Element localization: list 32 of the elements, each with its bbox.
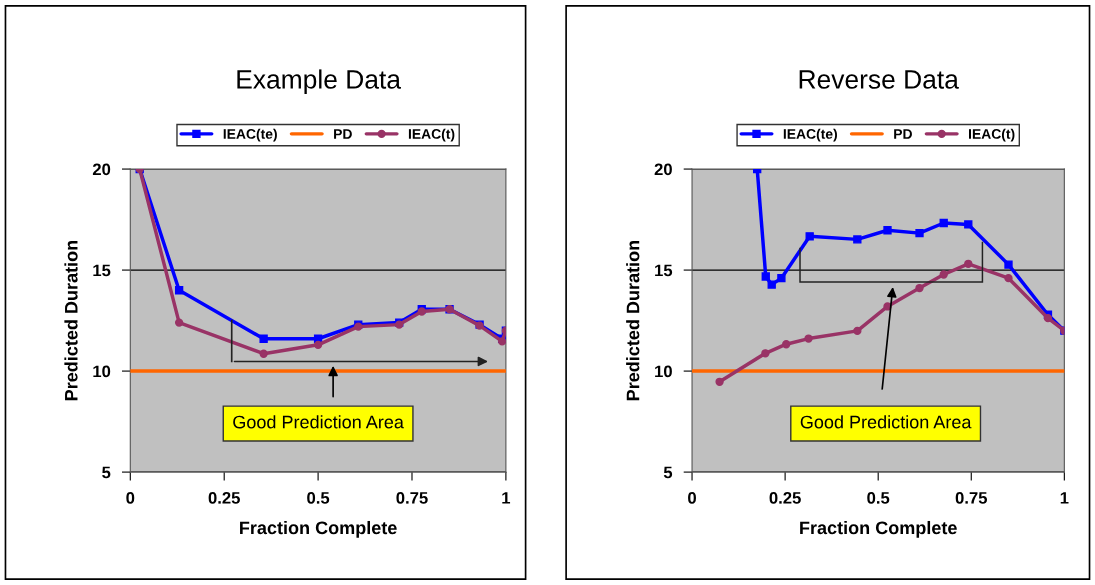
legend-label: PD [334,129,352,139]
y-tick-label: 10 [93,365,111,378]
annotation: Good Prediction Area [800,415,972,429]
chart-title: Reverse Data [799,70,959,89]
x-tick-label: 0.75 [396,491,428,504]
x-tick-label: 0.25 [208,491,240,504]
x-tick-label: 0 [688,491,696,504]
x-tick-label: 0 [126,491,135,504]
x-axis-title: Fraction Complete [800,520,957,538]
y-axis-title: Predicted Duration [626,240,640,401]
legend-label: PD [894,129,912,139]
y-tick-label: 20 [654,163,672,176]
x-tick-label: 1 [1060,492,1069,504]
x-tick-label: 0.5 [867,491,890,504]
y-tick-label: 15 [655,264,673,277]
legend-label: IEAC(te) [223,128,277,142]
legend-label: IEAC(t) [969,128,1015,142]
x-tick-label: 1 [502,492,511,504]
x-axis-title: Fraction Complete [240,520,397,538]
annotation: Good Prediction Area [233,415,404,429]
y-tick-label: 15 [93,264,111,277]
y-tick-label: 5 [102,466,111,479]
y-tick-label: 20 [92,163,111,176]
legend-label: IEAC(te) [783,128,837,142]
x-tick-label: 0.5 [307,491,330,504]
legend-label: IEAC(t) [408,128,455,142]
y-tick-label: 5 [663,466,673,479]
y-tick-label: 10 [655,365,672,378]
y-axis-title: Predicted Duration [64,240,78,401]
x-tick-label: 0.25 [769,491,801,504]
chart-title: Example Data [237,69,401,94]
x-tick-label: 0.75 [955,491,988,504]
